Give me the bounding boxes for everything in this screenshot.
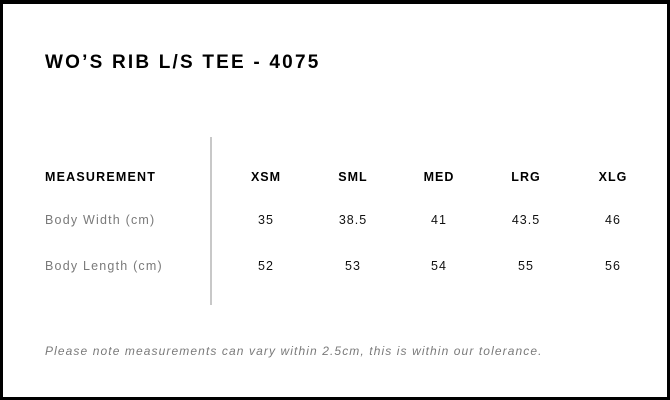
table-cell: 54 <box>431 259 447 273</box>
column-divider <box>210 137 212 305</box>
page-title: WO’S RIB L/S TEE - 4075 <box>45 52 321 73</box>
table-cell: 55 <box>518 259 534 273</box>
row-label: Body Length (cm) <box>45 259 163 273</box>
tolerance-note: Please note measurements can vary within… <box>45 344 543 358</box>
table-cell: 53 <box>345 259 361 273</box>
table-cell: 35 <box>258 213 274 227</box>
header-size: SML <box>338 170 368 184</box>
table-cell: 43.5 <box>511 213 541 227</box>
table-cell: 41 <box>431 213 447 227</box>
header-size: XSM <box>250 170 282 184</box>
header-size: LRG <box>511 170 541 184</box>
header-size: MED <box>423 170 455 184</box>
header-size: XLG <box>598 170 628 184</box>
table-cell: 46 <box>605 213 621 227</box>
header-measurement: MEASUREMENT <box>45 170 157 184</box>
table-cell: 52 <box>258 259 274 273</box>
table-cell: 56 <box>605 259 621 273</box>
row-label: Body Width (cm) <box>45 213 156 227</box>
table-cell: 38.5 <box>338 213 368 227</box>
